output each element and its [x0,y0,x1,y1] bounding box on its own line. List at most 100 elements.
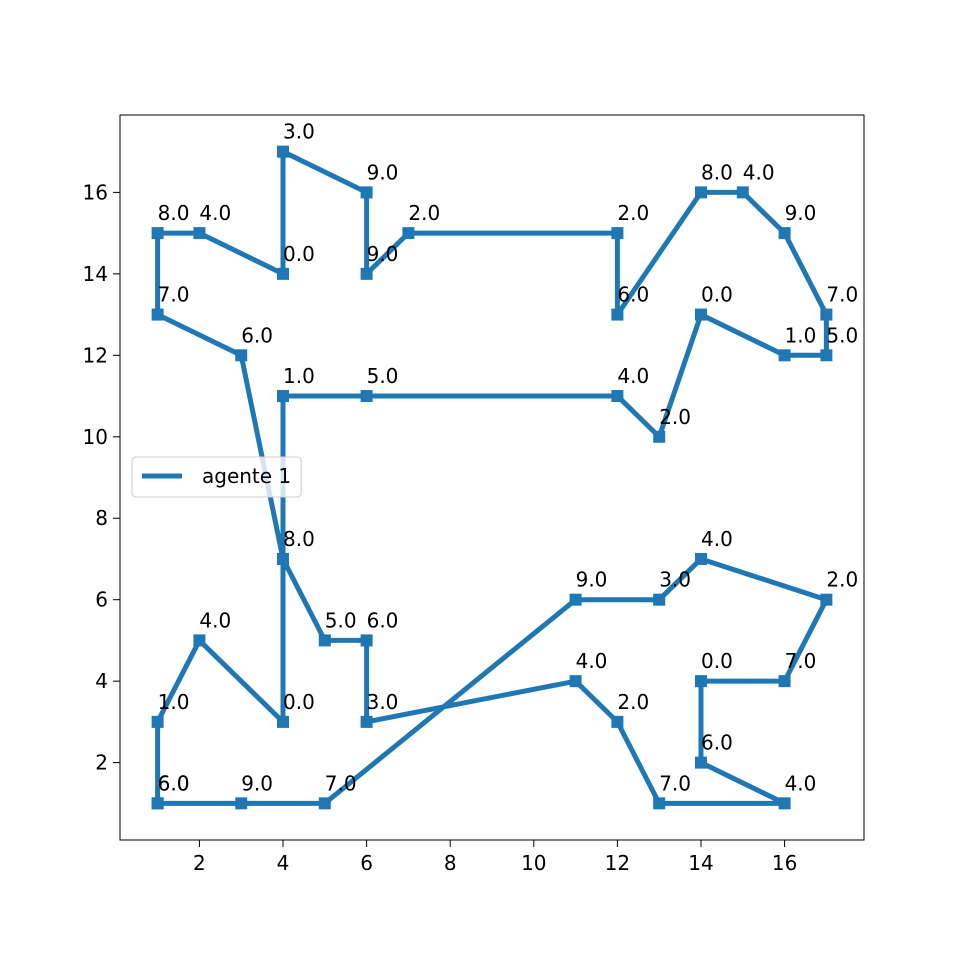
data-point-label: 4.0 [576,649,608,673]
data-point-label: 6.0 [701,731,733,755]
data-point-marker [820,349,833,362]
plot-frame [119,114,865,841]
legend: agente 1 [131,456,302,498]
data-point-label: 7.0 [158,283,190,307]
axis-layer: 2 4 6 8 10 12 14 16 2 4 6 8 10 12 14 16 [83,180,798,875]
series-layer [151,145,833,810]
y-tick-label: 16 [83,180,108,204]
data-point-label: 8.0 [283,527,315,551]
y-tick-label: 14 [83,262,108,286]
data-point-marker [736,186,749,199]
data-point-label: 2.0 [826,568,858,592]
data-point-label: 3.0 [659,568,691,592]
x-tick-label: 4 [277,851,290,875]
data-point-marker [277,552,290,565]
data-point-label: 9.0 [367,242,399,266]
y-tick-label: 2 [95,751,108,775]
data-point-marker [235,349,248,362]
data-point-label: 0.0 [701,283,733,307]
data-point-label: 0.0 [701,649,733,673]
data-point-label: 8.0 [158,201,190,225]
data-point-marker [569,675,582,688]
y-tick-label: 12 [83,343,108,367]
data-point-label: 2.0 [408,201,440,225]
data-point-label: 1.0 [283,364,315,388]
data-point-marker [151,227,164,240]
data-point-marker [694,308,707,321]
data-point-marker [360,186,373,199]
data-point-marker [653,593,666,606]
data-point-label: 6.0 [158,771,190,795]
data-point-label: 9.0 [576,568,608,592]
data-point-label: 6.0 [617,283,649,307]
data-point-label: 9.0 [367,160,399,184]
data-point-marker [611,715,624,728]
data-point-marker [611,227,624,240]
data-point-label: 4.0 [701,527,733,551]
x-tick-label: 16 [772,851,797,875]
data-point-marker [193,634,206,647]
legend-box [131,456,302,498]
data-point-label: 0.0 [283,690,315,714]
series-line [155,149,829,806]
data-point-label: 2.0 [659,405,691,429]
data-point-label: 7.0 [785,649,817,673]
data-point-label: 9.0 [785,201,817,225]
x-tick-label: 8 [444,851,457,875]
data-point-marker [569,593,582,606]
data-point-marker [277,267,290,280]
legend-entry-label: agente 1 [202,464,291,488]
label-layer: 6.0 9.0 7.0 9.0 3.0 4.0 2.0 7.0 0.0 6.0 4.0 7.0 2.0 4… [158,120,859,796]
data-point-marker [235,797,248,810]
y-tick-label: 8 [95,506,108,530]
data-point-label: 1.0 [785,323,817,347]
data-point-label: 7.0 [826,283,858,307]
data-point-label: 4.0 [617,364,649,388]
data-point-label: 2.0 [617,201,649,225]
data-point-marker [694,186,707,199]
x-tick-label: 14 [688,851,713,875]
data-point-label: 4.0 [199,608,231,632]
data-point-marker [653,797,666,810]
data-point-label: 8.0 [701,160,733,184]
data-point-marker [277,390,290,403]
y-tick-label: 10 [83,425,108,449]
y-tick-label: 6 [95,588,108,612]
data-point-marker [151,797,164,810]
x-tick-label: 10 [521,851,546,875]
data-point-marker [151,308,164,321]
data-point-marker [820,308,833,321]
data-point-label: 3.0 [283,120,315,144]
data-point-label: 6.0 [241,323,273,347]
data-point-marker [611,390,624,403]
data-point-label: 6.0 [367,608,399,632]
data-point-label: 5.0 [367,364,399,388]
data-point-label: 9.0 [241,771,273,795]
data-point-marker [778,797,791,810]
data-point-label: 1.0 [158,690,190,714]
data-point-marker [694,552,707,565]
data-point-marker [778,227,791,240]
data-point-marker [151,715,164,728]
data-point-label: 0.0 [283,242,315,266]
data-point-marker [653,430,666,443]
data-point-marker [277,715,290,728]
data-point-marker [277,145,290,158]
data-point-marker [778,675,791,688]
data-point-label: 3.0 [367,690,399,714]
data-point-label: 4.0 [199,201,231,225]
data-point-marker [360,715,373,728]
data-point-marker [318,797,331,810]
data-point-label: 5.0 [826,323,858,347]
data-point-marker [318,634,331,647]
data-point-marker [778,349,791,362]
data-point-label: 7.0 [325,771,357,795]
x-tick-label: 12 [605,851,630,875]
data-point-label: 7.0 [659,771,691,795]
y-tick-label: 4 [95,669,108,693]
data-point-marker [611,308,624,321]
x-tick-label: 6 [360,851,373,875]
data-point-marker [193,227,206,240]
